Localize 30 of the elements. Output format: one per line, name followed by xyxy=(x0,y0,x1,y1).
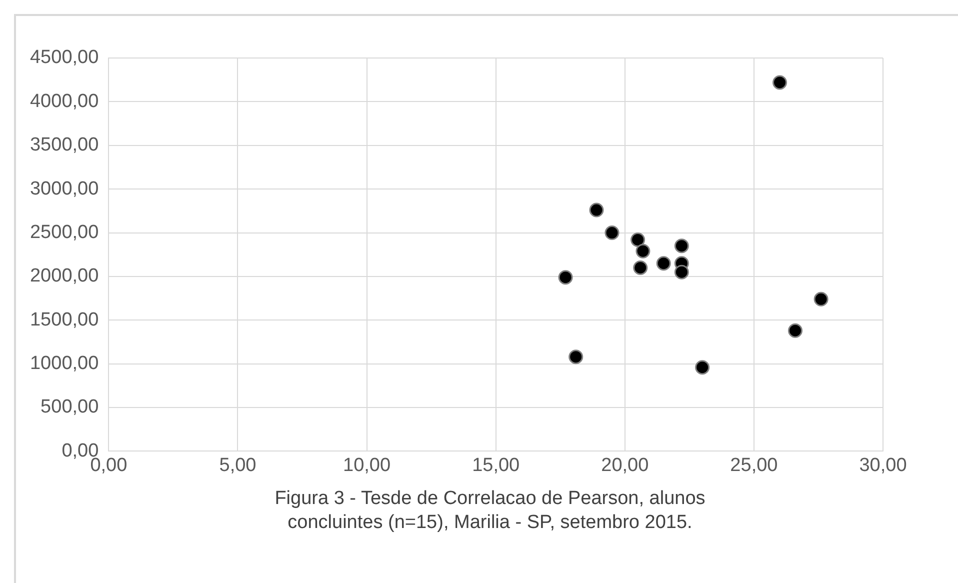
y-tick-label: 4000,00 xyxy=(30,90,99,112)
point xyxy=(674,238,689,254)
y-tick-label: 3000,00 xyxy=(30,178,99,200)
y-tick-label: 4500,00 xyxy=(30,47,99,68)
point xyxy=(656,256,671,271)
point xyxy=(674,264,689,280)
x-tick-label: 25,00 xyxy=(730,454,778,476)
y-tick-label: 1000,00 xyxy=(30,353,99,374)
point xyxy=(604,226,620,240)
y-tick-label: 2500,00 xyxy=(30,222,99,243)
x-tick-label: 20,00 xyxy=(601,454,649,476)
x-tick-label: 15,00 xyxy=(472,454,520,476)
point xyxy=(814,292,828,306)
point xyxy=(568,350,584,364)
text: Figura 3 - Tesde de Correlacao de Pearson, alunos concluintes (n=15), Marilia - SP, setembro 2015. xyxy=(274,487,706,535)
y-tick-label: 1500,00 xyxy=(30,309,99,330)
point xyxy=(633,260,648,275)
point xyxy=(772,75,788,90)
y-tick-label: 3500,00 xyxy=(30,134,99,156)
point xyxy=(589,202,604,218)
x-tick-label: 5,00 xyxy=(219,454,256,476)
x-tick-label: 10,00 xyxy=(343,454,391,476)
x-tick-label: 30,00 xyxy=(859,454,907,476)
point xyxy=(695,360,710,375)
point xyxy=(630,232,646,247)
y-tick-label: 500,00 xyxy=(40,396,99,418)
point xyxy=(788,323,802,338)
point xyxy=(558,270,573,285)
point xyxy=(636,244,650,258)
y-tick-label: 2000,00 xyxy=(30,266,99,287)
